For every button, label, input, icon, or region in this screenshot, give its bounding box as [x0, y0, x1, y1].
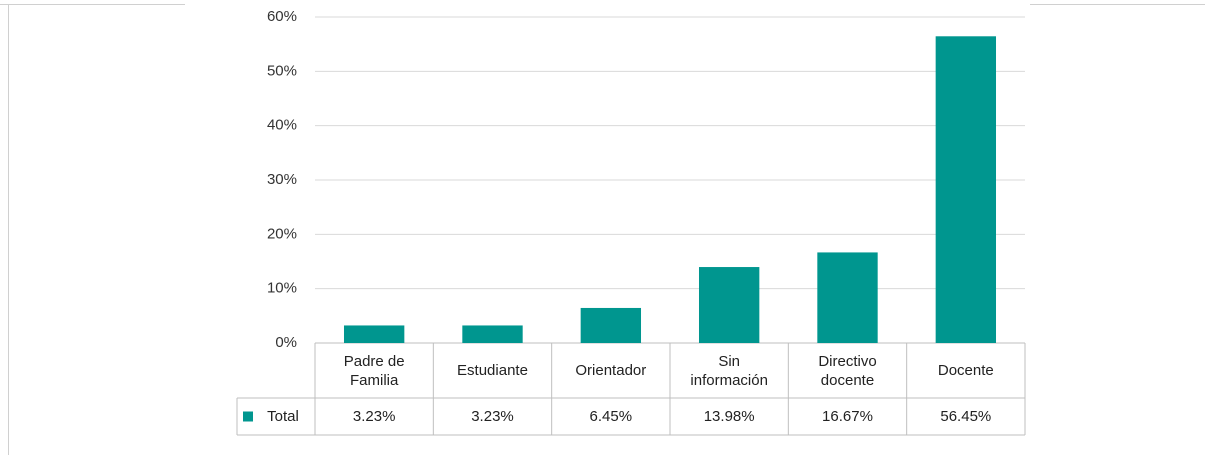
- data-label: 16.67%: [822, 408, 873, 425]
- y-tick-label: 50%: [267, 62, 297, 79]
- x-tick-label: Sin información: [690, 352, 768, 389]
- bar: [462, 325, 523, 343]
- data-label: 13.98%: [703, 408, 755, 425]
- y-tick-label: 10%: [267, 280, 297, 297]
- bar: [935, 36, 997, 344]
- data-label: 3.23%: [352, 408, 396, 425]
- x-tick-label: Docente: [937, 362, 994, 379]
- x-tick-label: Padre de Familia: [343, 352, 405, 389]
- bar: [580, 307, 642, 343]
- data-label: 6.45%: [589, 408, 633, 425]
- y-tick-label: 40%: [267, 117, 297, 134]
- bar: [698, 267, 760, 343]
- data-label: 56.45%: [940, 408, 992, 425]
- x-tick-label: Estudiante: [457, 362, 528, 379]
- y-tick-label: 20%: [267, 225, 297, 242]
- bar: [343, 325, 405, 343]
- bar: [817, 252, 878, 343]
- legend-swatch: [243, 411, 253, 422]
- y-tick-label: 0%: [275, 334, 297, 351]
- x-tick-label: Directivo docente: [818, 352, 877, 389]
- legend-label: Total: [267, 408, 299, 425]
- x-tick-label: Orientador: [575, 362, 647, 379]
- y-tick-label: 30%: [267, 171, 297, 188]
- y-tick-label: 60%: [267, 8, 297, 25]
- data-label: 3.23%: [471, 408, 514, 425]
